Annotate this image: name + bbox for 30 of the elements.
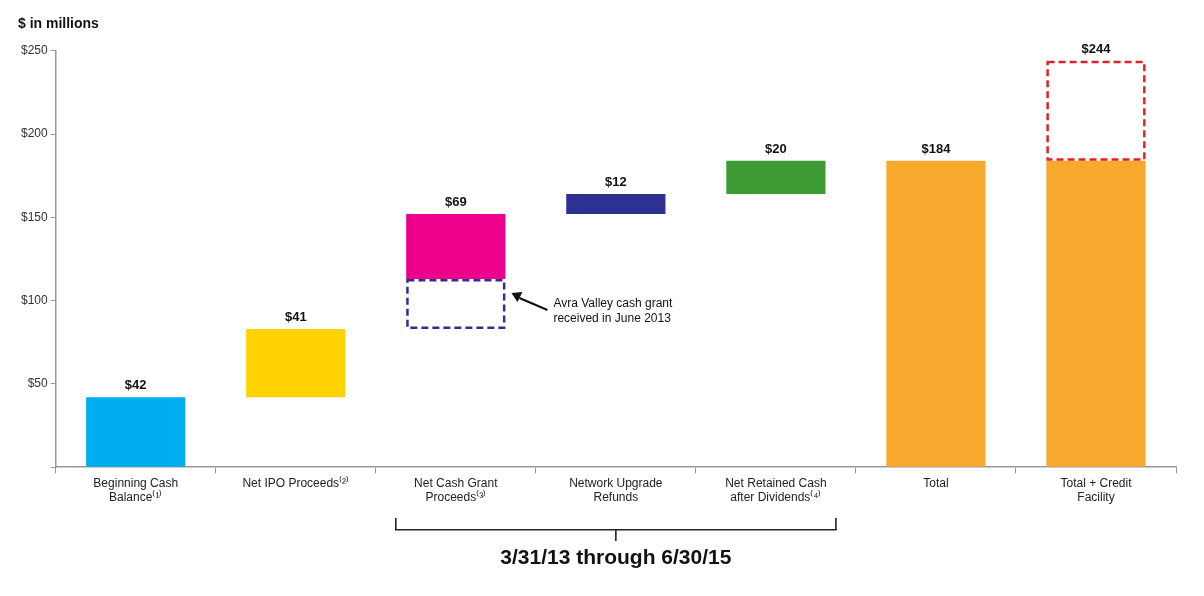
y-tick-label: $200 [20, 126, 49, 141]
x-tick-label: Net IPO Proceeds⁽²⁾ [242, 475, 350, 490]
data-label: $12 [605, 174, 627, 190]
data-label: $41 [284, 309, 307, 325]
y-tick-label: $50 [27, 376, 49, 391]
bar [886, 160, 986, 467]
x-tick-label: Total [923, 475, 949, 490]
total-label: $69 [444, 194, 467, 210]
bar [246, 328, 346, 398]
y-tick-label: $100 [20, 292, 49, 307]
bar [1046, 160, 1146, 467]
bar [86, 397, 186, 467]
bar [406, 278, 506, 329]
y-tick-label: $250 [20, 43, 49, 58]
bar [1046, 60, 1146, 161]
data-label: $42 [124, 377, 147, 393]
text: 3/31/13 through 6/30/15 [500, 545, 732, 569]
bar [726, 160, 826, 195]
bar [406, 214, 506, 279]
y-tick-label: $150 [20, 209, 49, 224]
chart-title: $ in millions [18, 15, 100, 32]
total-label: $244 [1081, 40, 1112, 56]
data-label: $184 [921, 140, 952, 156]
x-tick-label: Net Retained Cash after Dividends⁽⁴⁾ [725, 475, 827, 505]
x-tick-label: Net Cash Grant Proceeds⁽³⁾ [414, 475, 499, 505]
x-tick-label: Beginning Cash Balance⁽¹⁾ [93, 475, 179, 505]
data-label: $20 [765, 140, 787, 156]
x-tick-label: Network Upgrade Refunds [569, 475, 663, 505]
x-tick-label: Total + Credit Facility [1060, 475, 1133, 505]
annotation: Avra Valley cash grant received in June 2013 [553, 296, 674, 326]
